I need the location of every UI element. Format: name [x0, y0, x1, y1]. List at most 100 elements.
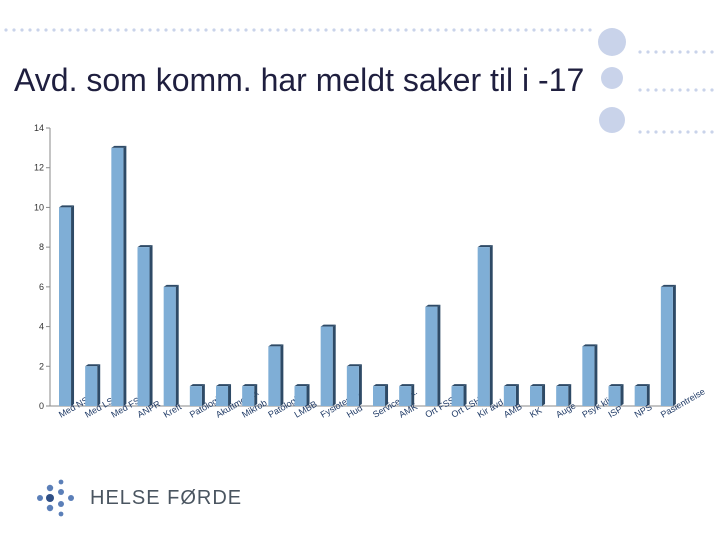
decoration-dot: [670, 130, 674, 134]
decoration-dot: [646, 88, 650, 92]
decoration-dot: [116, 28, 120, 32]
bar: [634, 386, 647, 406]
bar-side: [332, 324, 336, 406]
decoration-dot: [76, 28, 80, 32]
bar-top: [608, 384, 624, 387]
decoration-dot: [670, 88, 674, 92]
bar-side: [280, 344, 284, 406]
decoration-dot: [412, 28, 416, 32]
decoration-dot: [580, 28, 584, 32]
decoration-dot: [588, 28, 592, 32]
decoration-dot: [132, 28, 136, 32]
decoration-dot: [404, 28, 408, 32]
decoration-dot: [460, 28, 464, 32]
bar-side: [306, 384, 310, 406]
decoration-dot: [44, 28, 48, 32]
decoration-dot: [124, 28, 128, 32]
bar: [608, 386, 621, 406]
decoration-dot: [388, 28, 392, 32]
y-tick-label: 12: [34, 163, 44, 173]
decoration-dot: [12, 28, 16, 32]
bar-top: [556, 384, 572, 387]
decoration-dot: [476, 28, 480, 32]
decoration-dot: [28, 28, 32, 32]
decoration-dot: [662, 50, 666, 54]
bar-side: [201, 384, 205, 406]
decoration-dot: [638, 130, 642, 134]
bar-side: [175, 284, 179, 406]
decoration-dot: [638, 88, 642, 92]
bar-side: [149, 245, 153, 406]
decoration-dot: [188, 28, 192, 32]
y-tick-label: 10: [34, 202, 44, 212]
decoration-circle: [598, 28, 626, 56]
decoration-dot: [540, 28, 544, 32]
bar: [268, 346, 281, 406]
bar-side: [515, 384, 519, 406]
logo-text: HELSE FØRDE: [90, 486, 243, 509]
bar-side: [97, 364, 101, 406]
bar: [242, 386, 255, 406]
bar-side: [71, 205, 75, 406]
decoration-dot: [212, 28, 216, 32]
bar-side: [646, 384, 650, 406]
decoration-dot: [686, 88, 690, 92]
decoration-dot: [654, 88, 658, 92]
decoration-dot: [452, 28, 456, 32]
bar-side: [568, 384, 572, 406]
bar-top: [634, 384, 650, 387]
bar-side: [489, 245, 493, 406]
bar-top: [582, 344, 598, 347]
decoration-dot: [702, 50, 706, 54]
decoration-dot: [516, 28, 520, 32]
decoration-dot: [236, 28, 240, 32]
decoration-dot: [548, 28, 552, 32]
bar-side: [254, 384, 258, 406]
decoration-dot: [92, 28, 96, 32]
decoration-dot: [686, 130, 690, 134]
bar: [59, 207, 72, 406]
decoration-dot: [140, 28, 144, 32]
decoration-dot: [662, 130, 666, 134]
decoration-dot: [348, 28, 352, 32]
decoration-dot: [380, 28, 384, 32]
bar: [451, 386, 464, 406]
decoration-dot: [316, 28, 320, 32]
decoration-dot: [60, 28, 64, 32]
decoration-dot: [260, 28, 264, 32]
bar: [163, 286, 176, 406]
decoration-dot: [710, 88, 714, 92]
bar-top: [59, 205, 75, 208]
bar-top: [530, 384, 546, 387]
decoration-dot: [20, 28, 24, 32]
bar: [85, 366, 98, 406]
bar-top: [320, 324, 336, 327]
decoration-dot: [564, 28, 568, 32]
decoration-dot: [36, 28, 40, 32]
bar-side: [358, 364, 362, 406]
decoration-dot: [300, 28, 304, 32]
bar-top: [399, 384, 415, 387]
bar-side: [542, 384, 546, 406]
decoration-dot: [196, 28, 200, 32]
decoration-dot: [396, 28, 400, 32]
bar-side: [620, 384, 624, 406]
decoration-circle: [601, 67, 623, 89]
decoration-dot: [204, 28, 208, 32]
decoration-dot: [228, 28, 232, 32]
bar: [425, 306, 438, 406]
bar-side: [228, 384, 232, 406]
bar-side: [594, 344, 598, 406]
y-tick-label: 0: [39, 401, 44, 411]
decoration-dot: [492, 28, 496, 32]
decoration-dot: [276, 28, 280, 32]
decoration-dot: [670, 50, 674, 54]
decoration-dot: [532, 28, 536, 32]
y-tick-label: 6: [39, 282, 44, 292]
decoration-dot: [710, 50, 714, 54]
decoration-dot: [556, 28, 560, 32]
y-tick-label: 4: [39, 322, 44, 332]
bar-top: [477, 245, 493, 248]
bar: [582, 346, 595, 406]
